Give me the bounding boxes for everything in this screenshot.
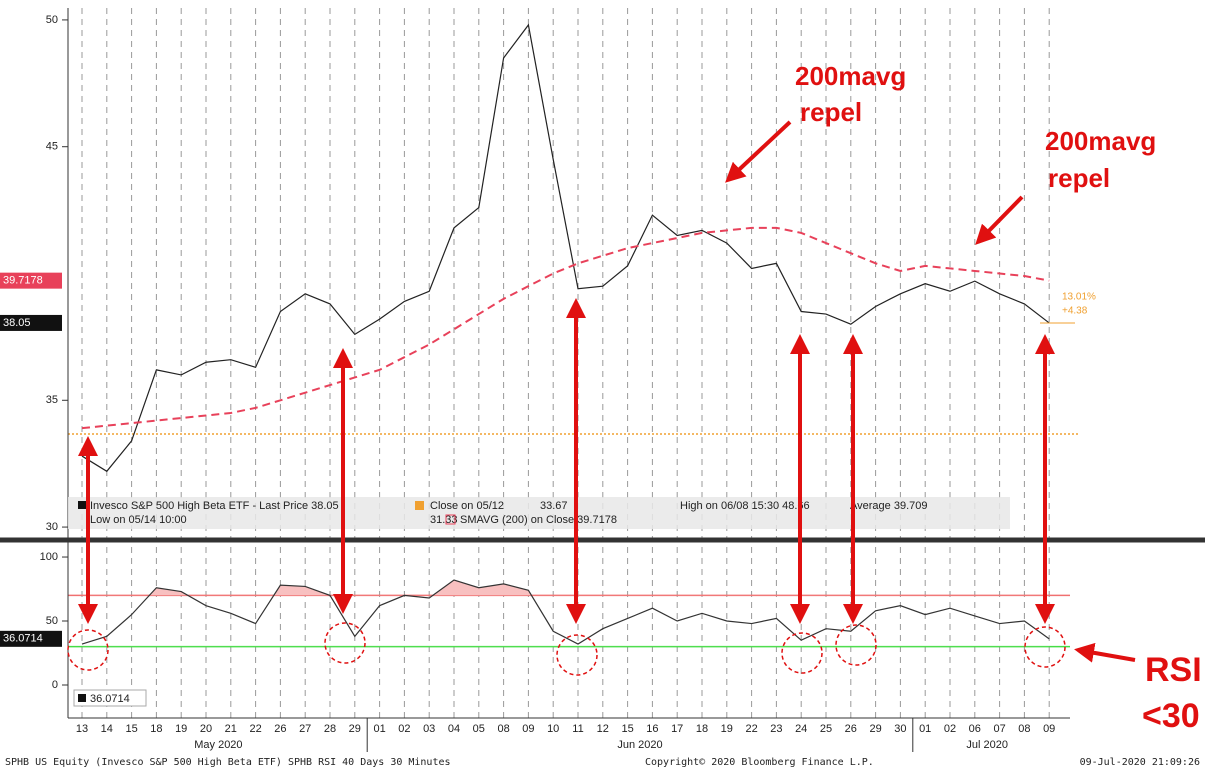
annotation: 200mavg — [1045, 126, 1156, 156]
x-tick-label: 01 — [373, 723, 385, 735]
legend-label: Low on 05/14 10:00 — [90, 514, 187, 526]
x-tick-label: 30 — [894, 723, 906, 735]
x-tick-label: 18 — [696, 723, 708, 735]
x-tick-label: 09 — [1043, 723, 1055, 735]
x-tick-label: 19 — [175, 723, 187, 735]
month-label: Jun 2020 — [617, 739, 662, 751]
x-tick-label: 08 — [497, 723, 509, 735]
x-tick-label: 26 — [845, 723, 857, 735]
value-tag — [0, 314, 62, 331]
data-line — [81, 579, 1050, 645]
x-tick-label: 02 — [944, 723, 956, 735]
legend-swatch — [415, 501, 424, 510]
x-tick-label: 06 — [969, 723, 981, 735]
footer: Copyright© 2020 Bloomberg Finance L.P. — [645, 757, 874, 768]
y-tick-label: 50 — [46, 615, 58, 627]
x-tick-label: 07 — [993, 723, 1005, 735]
x-tick-label: 21 — [225, 723, 237, 735]
data-line — [81, 226, 1050, 430]
x-tick-label: 24 — [795, 723, 807, 735]
value-tag-label: 36.0714 — [3, 633, 43, 645]
footer: 09-Jul-2020 21:09:26 — [1080, 757, 1200, 768]
legend-swatch — [78, 501, 86, 509]
x-tick-label: 22 — [745, 723, 757, 735]
legend-label: 33.67 — [540, 500, 568, 512]
x-tick-label: 14 — [101, 723, 113, 735]
x-tick-label: 12 — [597, 723, 609, 735]
annotation: repel — [1048, 163, 1110, 193]
x-tick-label: 28 — [324, 723, 336, 735]
x-tick-label: 22 — [249, 723, 261, 735]
x-tick-label: 03 — [423, 723, 435, 735]
change-pct: 13.01% — [1062, 292, 1096, 303]
legend-label: 31.33 — [430, 514, 458, 526]
legend-label: Average 39.709 — [850, 500, 927, 512]
x-tick-label: 26 — [274, 723, 286, 735]
x-tick-label: 16 — [646, 723, 658, 735]
x-tick-label: 29 — [869, 723, 881, 735]
x-tick-label: 17 — [671, 723, 683, 735]
y-tick-label: 0 — [52, 679, 58, 691]
legend-label: Invesco S&P 500 High Beta ETF - Last Pri… — [90, 500, 339, 512]
overbought-fill — [149, 580, 532, 596]
x-tick-label: 08 — [1018, 723, 1030, 735]
x-tick-label: 15 — [125, 723, 137, 735]
value-tag — [0, 272, 62, 289]
y-tick-label: 45 — [46, 141, 58, 153]
x-tick-label: 25 — [820, 723, 832, 735]
highlight-circles — [67, 622, 1066, 676]
legend-label: Close on 05/12 — [430, 500, 504, 512]
y-tick-label: 50 — [46, 14, 58, 26]
x-tick-label: 01 — [919, 723, 931, 735]
x-tick-label: 04 — [448, 723, 460, 735]
x-tick-label: 27 — [299, 723, 311, 735]
change: +4.38 — [1062, 306, 1088, 317]
value-tag-label: 38.05 — [3, 317, 31, 329]
annotation: <30 — [1142, 697, 1200, 735]
y-tick-label: 100 — [40, 551, 58, 563]
data-line — [81, 23, 1050, 473]
x-tick-label: 10 — [547, 723, 559, 735]
x-tick-label: 15 — [621, 723, 633, 735]
month-label: Jul 2020 — [966, 739, 1008, 751]
legend-label: High on 06/08 15:30 48.66 — [680, 500, 810, 512]
legend-swatch — [445, 514, 456, 525]
x-tick-label: 29 — [349, 723, 361, 735]
legend-box — [73, 689, 147, 707]
value-tag — [0, 630, 62, 647]
annotation: 200mavg — [795, 61, 906, 91]
legend-swatch — [78, 694, 86, 702]
y-tick-label: 30 — [46, 521, 58, 533]
legend-label: SMAVG (200) on Close 39.7178 — [460, 514, 617, 526]
annotation: repel — [800, 97, 862, 127]
x-tick-label: 02 — [398, 723, 410, 735]
x-tick-label: 13 — [76, 723, 88, 735]
x-tick-label: 11 — [572, 723, 583, 735]
annotation: RSI — [1145, 651, 1202, 689]
x-tick-label: 18 — [150, 723, 162, 735]
arrows — [78, 120, 1136, 663]
footer: SPHB US Equity (Invesco S&P 500 High Bet… — [5, 757, 451, 768]
y-tick-label: 35 — [46, 394, 58, 406]
x-tick-label: 19 — [721, 723, 733, 735]
month-label: May 2020 — [194, 739, 242, 751]
x-tick-label: 20 — [200, 723, 212, 735]
x-tick-label: 09 — [522, 723, 534, 735]
oversold-fill — [82, 580, 1049, 647]
x-tick-label: 05 — [473, 723, 485, 735]
value-tag-label: 39.7178 — [3, 275, 43, 287]
x-tick-label: 23 — [770, 723, 782, 735]
legend-label: 36.0714 — [90, 693, 130, 705]
